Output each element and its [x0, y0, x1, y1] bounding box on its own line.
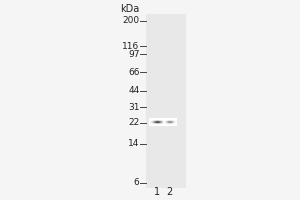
Text: 200: 200 — [122, 16, 140, 25]
Text: 6: 6 — [134, 178, 140, 187]
Text: kDa: kDa — [120, 4, 140, 14]
Text: 2: 2 — [167, 187, 172, 197]
Bar — [146, 14, 186, 188]
Text: 97: 97 — [128, 50, 140, 59]
Text: 22: 22 — [128, 118, 140, 127]
Text: 44: 44 — [128, 86, 140, 95]
Text: 116: 116 — [122, 42, 140, 51]
Text: 66: 66 — [128, 68, 140, 77]
Text: 14: 14 — [128, 139, 140, 148]
Text: 31: 31 — [128, 103, 140, 112]
Text: 1: 1 — [154, 187, 160, 197]
